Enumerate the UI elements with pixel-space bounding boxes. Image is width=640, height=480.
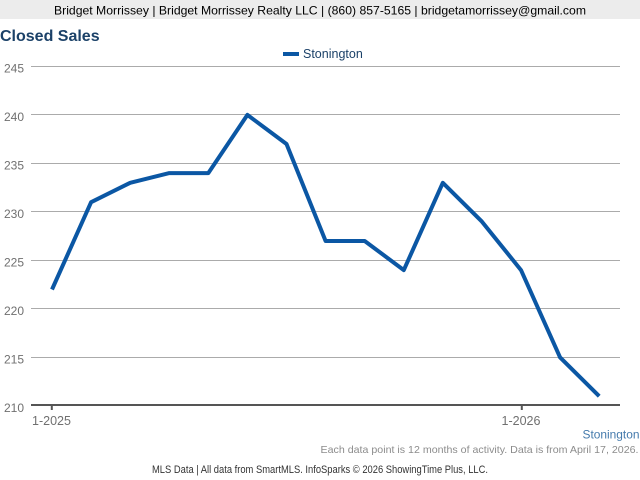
svg-text:MLS Data | All data from Smart: MLS Data | All data from SmartMLS. InfoS… bbox=[152, 464, 488, 476]
svg-text:235: 235 bbox=[4, 159, 24, 173]
svg-text:245: 245 bbox=[4, 62, 24, 76]
svg-text:Stonington: Stonington bbox=[303, 47, 363, 61]
svg-text:Closed Sales: Closed Sales bbox=[0, 28, 100, 45]
svg-text:Bridget Morrissey | Bridget Mo: Bridget Morrissey | Bridget Morrissey Re… bbox=[54, 4, 586, 18]
svg-text:1-2025: 1-2025 bbox=[32, 414, 71, 428]
svg-text:Stonington: Stonington bbox=[583, 428, 640, 442]
svg-text:1-2026: 1-2026 bbox=[502, 414, 541, 428]
svg-text:225: 225 bbox=[4, 256, 24, 270]
svg-text:210: 210 bbox=[4, 401, 24, 415]
svg-text:230: 230 bbox=[4, 207, 24, 221]
svg-text:215: 215 bbox=[4, 353, 24, 367]
svg-text:220: 220 bbox=[4, 304, 24, 318]
svg-text:240: 240 bbox=[4, 110, 24, 124]
svg-text:Each data point is 12 months o: Each data point is 12 months of activity… bbox=[321, 444, 639, 456]
